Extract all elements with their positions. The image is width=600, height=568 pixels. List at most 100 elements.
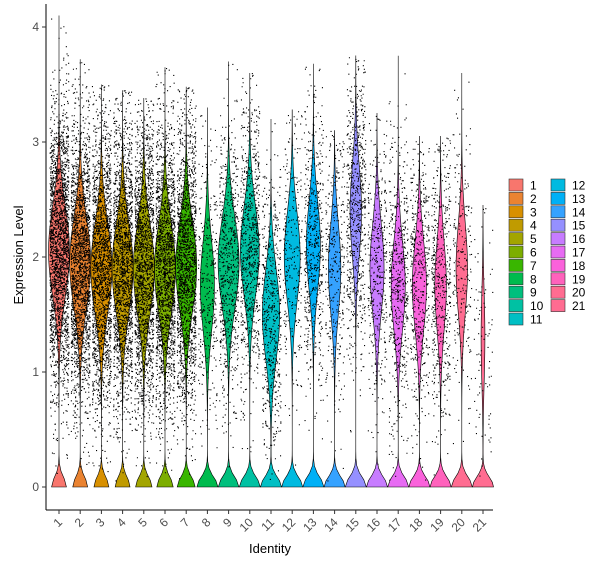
x-tick-label-18: 18 bbox=[406, 515, 426, 535]
legend-item-12: 12 bbox=[550, 178, 586, 193]
plot-area bbox=[48, 15, 494, 488]
x-tick-label-17: 17 bbox=[385, 515, 405, 535]
legend-item-15: 15 bbox=[550, 218, 586, 233]
points-3 bbox=[91, 85, 112, 473]
points-17 bbox=[388, 73, 409, 481]
legend-label-18: 18 bbox=[572, 259, 586, 273]
legend-item-14: 14 bbox=[550, 205, 586, 219]
legend-item-8: 8 bbox=[508, 272, 537, 286]
x-tick-label-6: 6 bbox=[156, 515, 171, 530]
legend-swatch-6 bbox=[508, 245, 524, 259]
violin-12 bbox=[281, 109, 304, 488]
violin-11 bbox=[260, 119, 282, 488]
violin-group-14 bbox=[323, 130, 346, 488]
y-axis: 0 1 2 3 4 bbox=[32, 4, 47, 510]
legend-label-15: 15 bbox=[572, 219, 586, 233]
legend-label-6: 6 bbox=[530, 246, 537, 260]
legend-swatch-5 bbox=[508, 232, 524, 245]
y-tick-label-0: 0 bbox=[32, 480, 39, 494]
x-tick-label-20: 20 bbox=[449, 515, 469, 535]
violin-group-15 bbox=[344, 55, 367, 488]
legend-item-21: 21 bbox=[550, 299, 586, 313]
legend-swatch-2 bbox=[508, 192, 524, 205]
violin-15 bbox=[344, 55, 367, 488]
violin-group-20 bbox=[450, 73, 473, 488]
violin-3 bbox=[90, 84, 113, 488]
violin-group-11 bbox=[260, 119, 282, 488]
x-tick-label-11: 11 bbox=[258, 515, 277, 534]
violin-group-9 bbox=[217, 61, 240, 488]
y-tick-label-3: 3 bbox=[32, 135, 39, 149]
points-4 bbox=[113, 90, 134, 482]
legend-swatch-21 bbox=[550, 299, 566, 312]
legend-item-9: 9 bbox=[508, 285, 537, 300]
violin-14 bbox=[323, 130, 346, 488]
violin-group-8 bbox=[196, 107, 219, 488]
legend-swatch-9 bbox=[508, 285, 524, 299]
legend-item-10: 10 bbox=[508, 299, 544, 313]
legend-item-16: 16 bbox=[550, 232, 586, 246]
x-tick-label-12: 12 bbox=[279, 515, 299, 535]
points-5 bbox=[134, 98, 155, 478]
legend-item-13: 13 bbox=[550, 192, 586, 206]
violin-group-21 bbox=[472, 204, 494, 488]
violin-group-6 bbox=[154, 67, 176, 488]
legend-swatch-20 bbox=[550, 285, 566, 299]
legend-swatch-1 bbox=[508, 178, 524, 192]
legend-label-19: 19 bbox=[572, 272, 586, 286]
x-tick-label-3: 3 bbox=[93, 515, 108, 530]
legend-item-18: 18 bbox=[550, 259, 586, 273]
points-18 bbox=[410, 141, 430, 481]
points-9 bbox=[219, 63, 240, 468]
violin-group-3 bbox=[90, 84, 113, 488]
legend-label-20: 20 bbox=[572, 286, 586, 300]
violin-group-16 bbox=[366, 112, 388, 488]
violin-2 bbox=[69, 59, 92, 488]
legend-swatch-15 bbox=[550, 218, 566, 232]
y-tick-label-1: 1 bbox=[32, 365, 39, 379]
legend-label-4: 4 bbox=[530, 219, 537, 233]
legend-label-8: 8 bbox=[530, 272, 537, 286]
violin-group-13 bbox=[302, 63, 325, 488]
legend-label-2: 2 bbox=[530, 192, 537, 206]
legend-item-1: 1 bbox=[508, 178, 537, 193]
x-axis: 1 2 3 4 5 6 7 8 9 10 11 12 13 14 15 16 17 18 19 20 21 bbox=[46, 509, 493, 535]
legend-swatch-8 bbox=[508, 272, 524, 286]
legend-label-12: 12 bbox=[572, 179, 586, 193]
legend-swatch-19 bbox=[550, 272, 566, 286]
points-8 bbox=[197, 115, 218, 449]
legend-label-3: 3 bbox=[530, 205, 537, 219]
y-tick-label-2: 2 bbox=[32, 250, 39, 264]
legend-swatch-13 bbox=[550, 192, 566, 205]
points-15 bbox=[346, 57, 367, 433]
points-2 bbox=[70, 62, 91, 468]
legend-swatch-11 bbox=[508, 312, 524, 326]
legend-swatch-12 bbox=[550, 178, 566, 192]
x-tick-label-7: 7 bbox=[178, 515, 193, 530]
y-axis-title: Expression Level bbox=[11, 205, 26, 304]
x-tick-label-4: 4 bbox=[114, 515, 129, 530]
legend-label-7: 7 bbox=[530, 259, 537, 273]
points-7 bbox=[176, 87, 197, 480]
x-tick-label-21: 21 bbox=[470, 515, 490, 535]
violin-group-18 bbox=[408, 135, 431, 488]
violin-group-17 bbox=[387, 55, 410, 488]
y-tick-label-4: 4 bbox=[32, 20, 39, 34]
legend-label-16: 16 bbox=[572, 232, 586, 246]
points-11 bbox=[261, 123, 282, 480]
violin-8 bbox=[196, 107, 219, 488]
x-tick-label-9: 9 bbox=[220, 515, 235, 530]
violin-group-2 bbox=[69, 59, 92, 488]
legend-swatch-17 bbox=[550, 245, 566, 259]
x-tick-label-1: 1 bbox=[50, 515, 65, 530]
legend-label-9: 9 bbox=[530, 286, 537, 300]
legend-item-2: 2 bbox=[508, 192, 537, 206]
violin-20 bbox=[450, 73, 473, 488]
legend-label-21: 21 bbox=[572, 299, 586, 313]
points-16 bbox=[367, 115, 388, 465]
legend-item-20: 20 bbox=[550, 285, 586, 300]
legend-swatch-14 bbox=[550, 205, 566, 219]
legend-swatch-10 bbox=[508, 299, 524, 312]
legend-item-3: 3 bbox=[508, 205, 537, 219]
